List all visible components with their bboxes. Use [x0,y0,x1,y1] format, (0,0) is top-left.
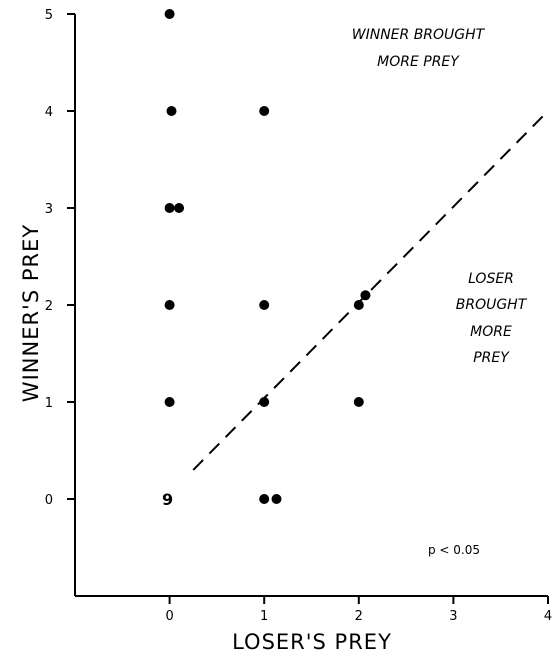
data-point [164,9,175,19]
data-point [259,397,270,407]
y-tick-label: 1 [45,396,53,411]
data-point [164,397,175,407]
data-point [166,106,177,116]
data-point [259,300,270,310]
y-axis-title: WINNER'S PREY [19,224,43,402]
ticks: 0 1 2 3 4 0 1 2 3 4 5 [45,8,552,624]
x-tick-label: 0 [165,609,173,624]
data-point [174,203,185,213]
data-point [164,203,175,213]
data-point [271,494,282,504]
data-point [353,397,364,407]
y-tick-label: 0 [45,493,53,508]
data-point [360,290,371,301]
data-point [353,300,364,310]
x-tick-label: 1 [260,609,268,624]
loser-annotation-line-1: LOSER [468,271,514,287]
x-tick-label: 3 [449,609,457,624]
overlap-count-label: 9 [162,490,173,509]
x-tick-label: 2 [355,609,363,624]
loser-annotation-line-3: MORE [470,324,512,340]
x-tick-label: 4 [544,609,552,624]
loser-annotation-line-4: PREY [473,350,510,366]
loser-annotation-line-2: BROUGHT [456,297,528,313]
equality-dashed-line [192,110,549,471]
winner-annotation-line-2: MORE PREY [377,54,460,70]
p-value-label: p < 0.05 [428,543,480,557]
y-tick-label: 4 [45,105,53,120]
winner-annotation-line-1: WINNER BROUGHT [352,27,486,43]
data-point [164,300,175,310]
y-tick-label: 5 [45,8,53,23]
data-point [259,106,270,116]
y-tick-label: 3 [45,202,53,217]
data-point [259,494,270,504]
data-points [164,9,371,504]
x-axis-title: LOSER'S PREY [232,630,392,654]
y-tick-label: 2 [45,299,53,314]
